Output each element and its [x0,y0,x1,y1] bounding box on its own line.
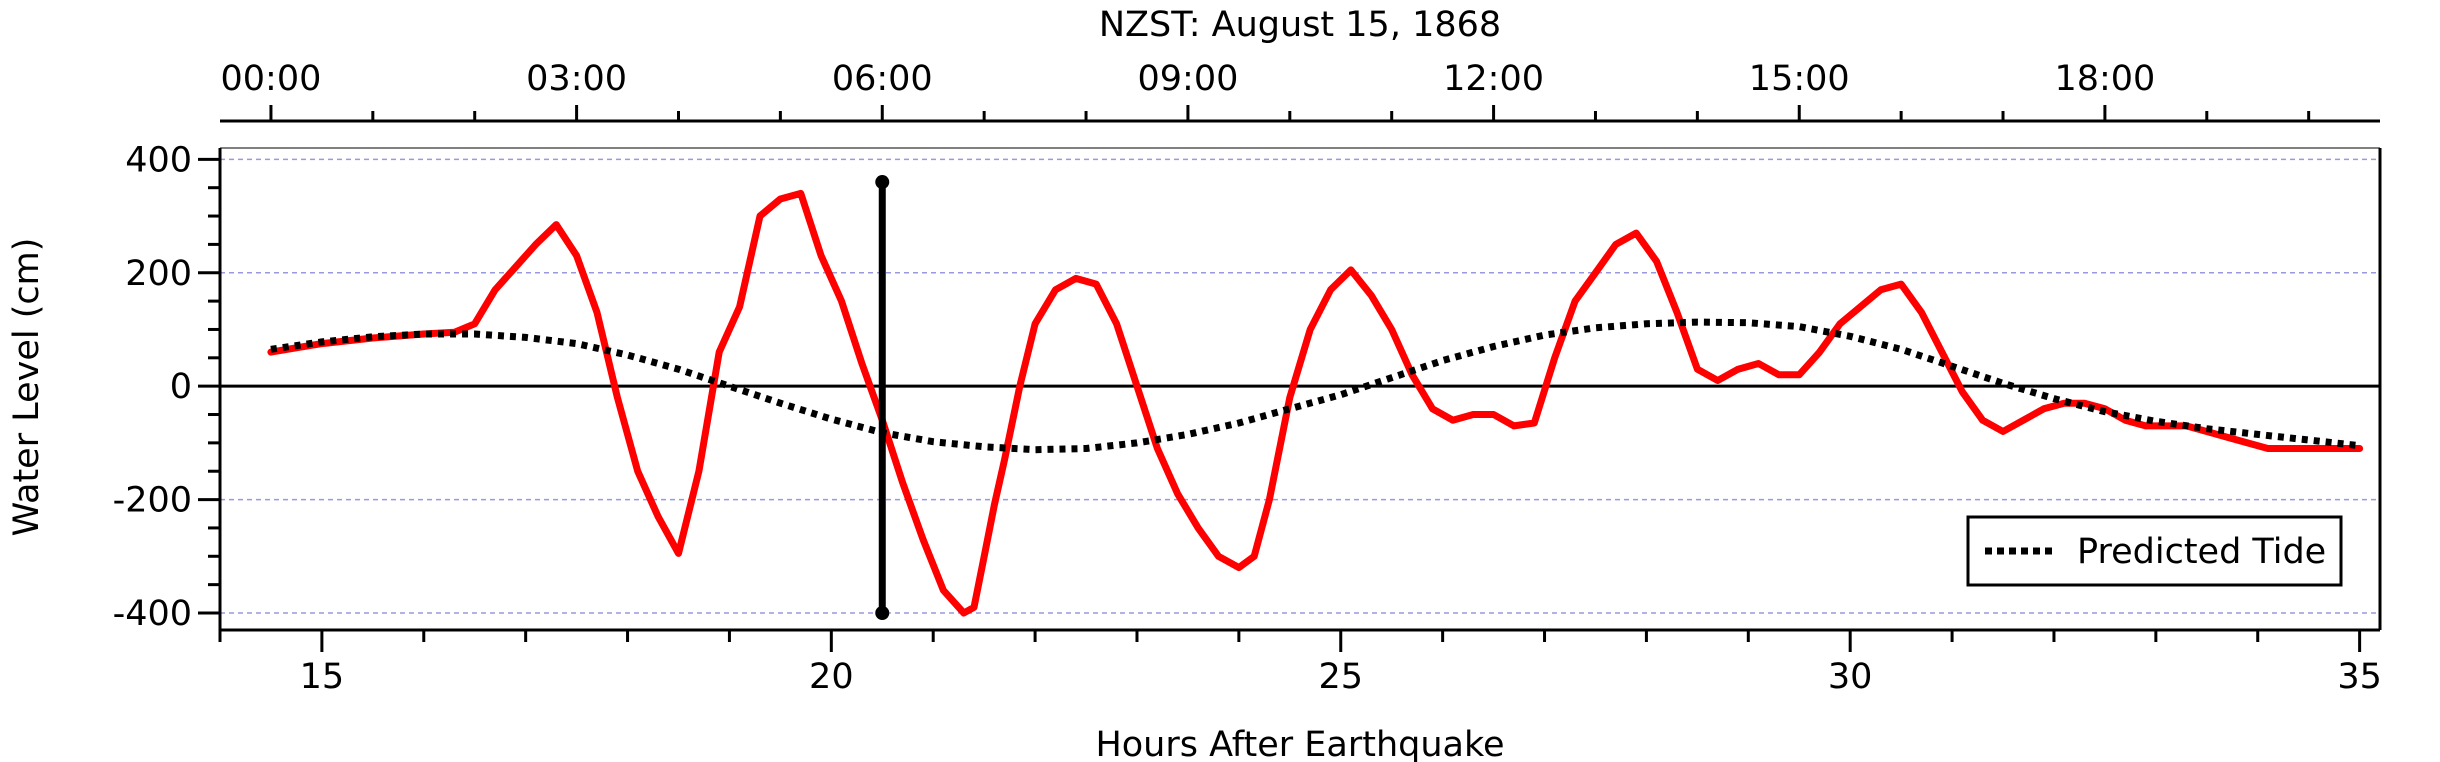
legend-box [1966,515,2343,587]
y-tick-label: 400 [125,140,192,180]
x-tick-label: 15 [300,657,345,697]
top-tick-label: 18:00 [2054,59,2155,99]
series-group [267,189,2364,617]
series-observed-water-level [267,189,2364,617]
series-predicted-tide [270,318,2360,454]
marker-top-dot [875,175,890,190]
plot-frame-group [218,147,2382,632]
top-tick-label: 00:00 [221,59,322,99]
top-tick-label: 09:00 [1137,59,1238,99]
top-tick-label: 06:00 [832,59,933,99]
top-tick-label: 03:00 [526,59,627,99]
y-axis-title: Water Level (cm) [7,238,47,537]
y-tick-label: -400 [113,594,192,634]
top-axis-title: NZST: August 15, 1868 [1099,5,1501,45]
marker-group [875,175,890,620]
x-tick-label: 30 [1828,657,1873,697]
legend-tide-label: Predicted Tide [2077,532,2326,572]
marker-bottom-dot [875,605,890,620]
top-tick-label: 12:00 [1443,59,1544,99]
x-tick-label: 35 [2337,657,2382,697]
axes-group: -400 -200 0 200 400 15 20 25 30 35 00:00 03:00 06:00… [113,59,2382,697]
y-tick-label: -200 [113,481,192,521]
legend: Predicted Tide [1966,515,2343,587]
x-tick-label: 20 [809,657,854,697]
y-tick-label: 200 [125,254,192,294]
x-axis-title: Hours After Earthquake [1095,725,1504,762]
top-tick-label: 15:00 [1749,59,1850,99]
x-tick-label: 25 [1318,657,1363,697]
y-tick-label: 0 [170,367,192,407]
